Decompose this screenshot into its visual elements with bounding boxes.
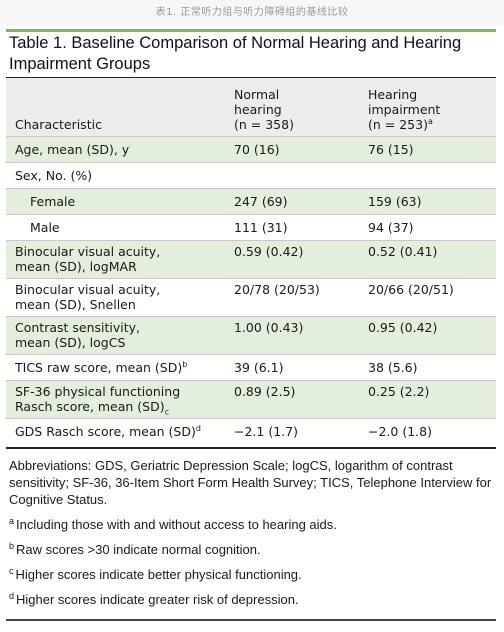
abbreviations-note: Abbreviations: GDS, Geriatric Depression… (9, 458, 492, 507)
row-label: Female (6, 187, 232, 214)
header-hearing-impairment: Hearing impairment (n = 253)a (366, 78, 496, 136)
hearing-impairment-value: 20/66 (20/51) (366, 277, 496, 316)
normal-hearing-value: −2.1 (1.7) (232, 417, 366, 444)
accent-rule (6, 29, 496, 32)
row-label-text-line2: mean (SD), logCS (15, 334, 126, 350)
footnote-mark: b (9, 540, 15, 551)
row-label: Age, mean (SD), y (6, 135, 232, 162)
row-label-text: Age, mean (SD), y (15, 141, 130, 157)
table-row: SF-36 physical functioning Rasch score, m… (6, 379, 496, 418)
footnote-mark: b (182, 359, 188, 369)
row-label-text: SF-36 physical functioning (15, 383, 181, 399)
table-footnotes: Abbreviations: GDS, Geriatric Depression… (9, 457, 493, 616)
row-label: Male (6, 213, 232, 240)
header-normal-line3: (n = 358) (234, 116, 294, 132)
normal-hearing-value: 111 (31) (232, 213, 366, 240)
footnote-mark: d (9, 590, 15, 601)
footnote-text: Including those with and without access … (16, 517, 337, 532)
baseline-table: Characteristic Normal hearing (n = 358) … (6, 78, 496, 444)
hearing-impairment-value: 159 (63) (366, 187, 496, 214)
row-label-text: Binocular visual acuity, (15, 243, 161, 259)
row-label-text: Female (30, 193, 76, 209)
table-row: Binocular visual acuity, mean (SD), logMA… (6, 239, 496, 278)
table-row: GDS Rasch score, mean (SD)d −2.1 (1.7) −2.… (6, 417, 496, 444)
table-container: Characteristic Normal hearing (n = 358) … (6, 78, 496, 444)
hearing-impairment-value: 38 (5.6) (366, 353, 496, 380)
footnote-mark: c (164, 407, 170, 416)
row-label: GDS Rasch score, mean (SD)d (6, 417, 232, 444)
normal-hearing-value: 1.00 (0.43) (232, 315, 366, 354)
table-row: TICS raw score, mean (SD)b 39 (6.1) 38 (5.… (6, 353, 496, 380)
footnote-mark: c (9, 565, 14, 576)
footnote-item: b Raw scores >30 indicate normal cognitio… (9, 541, 493, 558)
row-label: SF-36 physical functioning Rasch score, m… (6, 379, 232, 418)
table-header: Characteristic Normal hearing (n = 358) … (6, 78, 496, 136)
table-title: Table 1. Baseline Comparison of Normal H… (9, 34, 462, 73)
figure-caption: 表1. 正常听力组与听力障碍组的基线比较 (0, 0, 504, 26)
row-label-text: Contrast sensitivity, (15, 319, 141, 335)
footnote-text: Higher scores indicate better physical f… (15, 567, 302, 582)
row-label: TICS raw score, mean (SD)b (6, 353, 232, 380)
row-label: Contrast sensitivity, mean (SD), logCS (6, 315, 232, 354)
table-row: Male 111 (31) 94 (37) (6, 213, 496, 240)
footnote-mark: d (195, 423, 201, 433)
row-label: Binocular visual acuity, mean (SD), Snell… (6, 277, 232, 316)
footnote-item: d Higher scores indicate greater risk of … (9, 591, 493, 608)
row-label-text: Binocular visual acuity, (15, 281, 161, 297)
row-label-text-line2: Rasch score, mean (SD) (15, 398, 165, 414)
normal-hearing-value: 247 (69) (232, 187, 366, 214)
footnote-text: Higher scores indicate greater risk of d… (16, 592, 299, 607)
footnote-list: a Including those with and without access… (9, 516, 493, 608)
table-row: Age, mean (SD), y 70 (16) 76 (15) (6, 135, 496, 162)
normal-hearing-value: 0.89 (2.5) (232, 379, 366, 418)
footer-rule (6, 619, 496, 621)
row-label-text: GDS Rasch score, mean (SD) (15, 423, 196, 439)
header-normal-line1: Normal (234, 86, 280, 102)
footnote-text: Raw scores >30 indicate normal cognition… (16, 542, 261, 557)
row-label-text-line2: mean (SD), logMAR (15, 258, 137, 274)
hearing-impairment-value: 0.25 (2.2) (366, 379, 496, 418)
hearing-impairment-value: 94 (37) (366, 213, 496, 240)
normal-hearing-value: 20/78 (20/53) (232, 277, 366, 316)
hearing-impairment-value: 76 (15) (366, 135, 496, 162)
normal-hearing-value: 70 (16) (232, 135, 366, 162)
normal-hearing-value: 0.59 (0.42) (232, 239, 366, 278)
table-row: Contrast sensitivity, mean (SD), logCS 1.0… (6, 315, 496, 354)
table-body: Age, mean (SD), y 70 (16) 76 (15) Sex, No. … (6, 135, 496, 444)
normal-hearing-value (232, 161, 366, 188)
header-impair-line2: impairment (368, 101, 441, 117)
hearing-impairment-value: 0.95 (0.42) (366, 315, 496, 354)
row-label: Binocular visual acuity, mean (SD), logMA… (6, 239, 232, 278)
hearing-impairment-value: −2.0 (1.8) (366, 417, 496, 444)
normal-hearing-value: 39 (6.1) (232, 353, 366, 380)
table-row: Binocular visual acuity, mean (SD), Snell… (6, 277, 496, 316)
header-impair-line3: (n = 253) (368, 116, 428, 132)
header-characteristic-text: Characteristic (15, 116, 102, 132)
footnote-item: a Including those with and without access… (9, 516, 493, 533)
footnote-mark: a (9, 515, 15, 526)
table-row: Sex, No. (%) (6, 161, 496, 188)
header-impair-line1: Hearing (368, 86, 418, 102)
hearing-impairment-value (366, 161, 496, 188)
title-divider (6, 77, 496, 78)
row-label-text: TICS raw score, mean (SD) (15, 359, 183, 375)
table-bottom-rule (6, 447, 496, 449)
row-label: Sex, No. (%) (6, 161, 232, 188)
row-label-text: Male (30, 219, 60, 235)
header-characteristic: Characteristic (6, 78, 232, 136)
row-label-text: Sex, No. (%) (15, 167, 93, 183)
header-normal-hearing: Normal hearing (n = 358) (232, 78, 366, 136)
header-normal-line2: hearing (234, 101, 282, 117)
row-label-text-line2: mean (SD), Snellen (15, 296, 136, 312)
footnote-mark: a (427, 116, 433, 126)
table-row: Female 247 (69) 159 (63) (6, 187, 496, 214)
hearing-impairment-value: 0.52 (0.41) (366, 239, 496, 278)
footnote-item: c Higher scores indicate better physical … (9, 566, 493, 583)
